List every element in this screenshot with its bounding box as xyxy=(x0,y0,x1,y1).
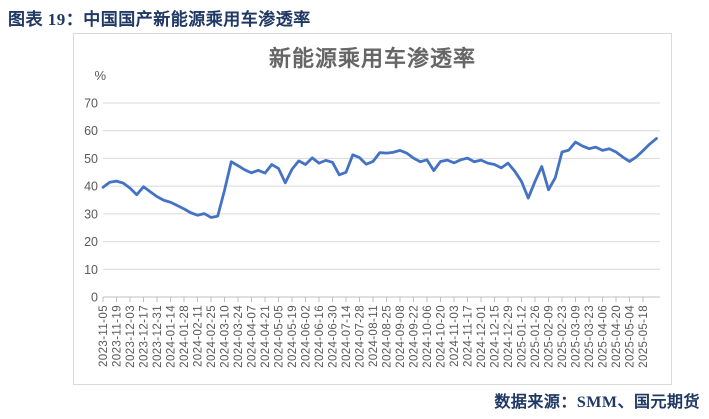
x-tick-label: 2025-03-09 xyxy=(571,305,583,368)
chart-container: 新能源乘用车渗透率 0 10 20 30 40 50 60 70% 2023-11-05 2023… xyxy=(73,33,672,385)
y-tick-label: 10 xyxy=(84,263,98,277)
x-tick-label: 2025-01-26 xyxy=(530,305,542,368)
figure-caption: 图表 19：中国国产新能源乘用车渗透率 xyxy=(8,10,311,29)
x-tick-label: 2023-12-17 xyxy=(139,305,151,368)
x-tick-label: 2025-05-18 xyxy=(638,305,650,368)
x-tick-label: 2024-09-08 xyxy=(395,305,407,368)
x-tick-label: 2024-06-16 xyxy=(314,305,326,368)
y-tick-label: 70 xyxy=(84,97,98,111)
x-tick-label: 2024-07-14 xyxy=(341,305,353,368)
x-tick-label: 2024-08-25 xyxy=(382,305,394,368)
x-tick-label: 2023-11-05 xyxy=(98,305,110,367)
x-tick-label: 2024-04-07 xyxy=(247,305,259,368)
chart-title: 新能源乘用车渗透率 xyxy=(268,46,476,71)
x-tick-label: 2024-01-14 xyxy=(166,305,178,368)
x-tick-label: 2024-11-17 xyxy=(463,305,475,367)
x-tick-label: 2024-04-21 xyxy=(260,305,272,368)
x-tick-label: 2025-04-06 xyxy=(598,305,610,368)
x-tick-label: 2024-01-28 xyxy=(179,305,191,368)
y-tick-label: 0 xyxy=(91,291,98,305)
x-tick-label: 2025-02-23 xyxy=(557,305,569,368)
x-tick-label: 2024-12-01 xyxy=(476,305,488,368)
x-tick-label: 2023-12-03 xyxy=(125,305,137,368)
x-tick-label: 2025-01-12 xyxy=(517,305,529,368)
y-tick-label: 50 xyxy=(84,152,98,166)
y-axis-unit-label: % xyxy=(94,68,106,83)
x-tick-label: 2024-11-03 xyxy=(449,305,461,367)
x-tick-label: 2024-03-10 xyxy=(220,305,232,368)
x-tick-label: 2025-02-09 xyxy=(544,305,556,368)
x-tick-label: 2024-10-20 xyxy=(436,305,448,368)
x-tick-label: 2024-07-28 xyxy=(355,305,367,368)
x-tick-label: 2024-12-29 xyxy=(503,305,515,368)
x-tick-label: 2024-03-24 xyxy=(233,305,245,368)
x-tick-label: 2024-06-30 xyxy=(328,305,340,368)
x-tick-label: 2024-12-15 xyxy=(490,305,502,368)
x-tick-label: 2024-10-06 xyxy=(422,305,434,368)
y-tick-label: 60 xyxy=(84,124,98,138)
x-tick-label: 2024-09-22 xyxy=(409,305,421,368)
x-tick-label: 2024-05-19 xyxy=(287,305,299,368)
y-tick-label: 40 xyxy=(84,180,98,194)
x-tick-label: 2024-05-05 xyxy=(274,305,286,368)
x-tick-label: 2025-05-04 xyxy=(625,305,637,368)
x-tick-label: 2024-02-11 xyxy=(193,305,205,367)
x-tick-label: 2023-11-19 xyxy=(112,305,124,367)
x-tick-label: 2024-08-11 xyxy=(368,305,380,367)
data-source: 数据来源：SMM、国元期货 xyxy=(494,394,700,411)
y-tick-label: 30 xyxy=(84,207,98,221)
x-tick-label: 2025-03-23 xyxy=(584,305,596,368)
x-tick-label: 2024-06-02 xyxy=(301,305,313,368)
penetration-rate-line xyxy=(101,137,658,219)
x-tick-label: 2025-04-20 xyxy=(611,305,623,368)
x-tick-label: 2023-12-31 xyxy=(152,305,164,368)
y-tick-label: 20 xyxy=(84,235,98,249)
x-tick-label: 2024-02-25 xyxy=(206,305,218,368)
